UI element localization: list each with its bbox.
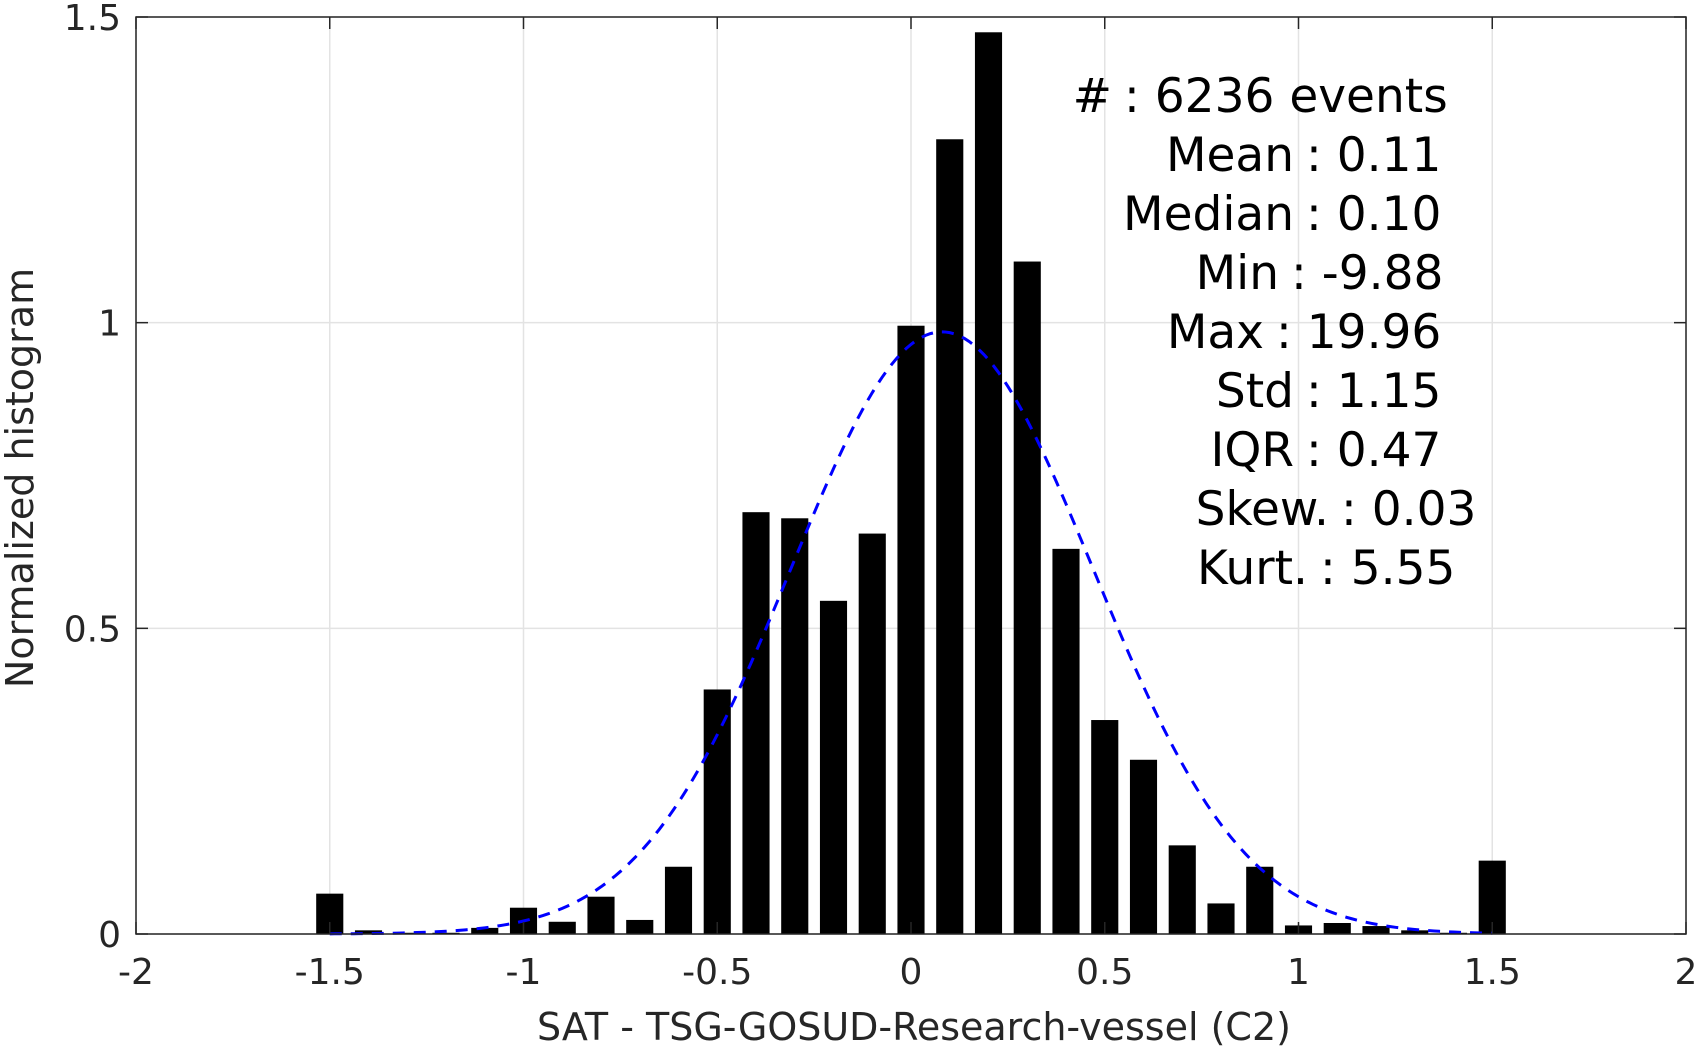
stat-label: Kurt.: [1197, 541, 1308, 596]
x-tick-label: -1: [506, 952, 542, 993]
x-tick-label: 0: [900, 952, 923, 993]
stat-value: : 0.03: [1341, 482, 1476, 537]
x-tick-label: -2: [118, 952, 154, 993]
stat-label: IQR: [1210, 423, 1294, 478]
x-axis-label: SAT - TSG-GOSUD-Research-vessel (C2): [537, 1005, 1291, 1049]
y-tick-label: 1: [98, 304, 121, 345]
histogram-bar: [471, 927, 499, 934]
stat-value: : 1.15: [1306, 364, 1441, 419]
histogram-bar: [354, 930, 383, 934]
stat-value: : 19.96: [1276, 305, 1441, 360]
histogram-bar: [626, 919, 654, 934]
x-tick-label: 1.5: [1464, 952, 1521, 993]
histogram-bar: [1401, 930, 1429, 934]
stat-label: Std: [1216, 364, 1294, 419]
stat-value: : 0.47: [1306, 423, 1441, 478]
x-tick-label: 0.5: [1076, 952, 1133, 993]
histogram-bar: [819, 600, 848, 934]
stat-value: : 5.55: [1320, 541, 1455, 596]
histogram-bar: [781, 518, 809, 934]
stat-label: Max: [1167, 305, 1264, 360]
histogram-bar: [1168, 845, 1196, 934]
histogram-bar: [858, 533, 886, 934]
histogram-bar: [1013, 261, 1041, 934]
y-tick-label: 1.5: [64, 0, 121, 39]
x-tick-labels: -2 -1.5 -1 -0.5 0 0.5 1 1.5 2: [118, 952, 1697, 993]
bars-layer: [316, 32, 1506, 935]
stat-label: Min: [1196, 246, 1279, 301]
axes-frame: [135, 16, 1687, 935]
histogram-bar: [974, 32, 1003, 935]
histogram-bar: [1323, 922, 1351, 934]
histogram-bar: [664, 866, 693, 934]
histogram-bar: [703, 689, 731, 934]
stat-value: : 6236 events: [1124, 69, 1448, 124]
stat-value: : -9.88: [1291, 246, 1443, 301]
x-tick-label: -0.5: [682, 952, 752, 993]
histogram-bar: [1207, 903, 1235, 934]
histogram-bar: [548, 921, 576, 934]
stat-label: Median: [1123, 187, 1294, 242]
histogram-bar: [1129, 759, 1158, 934]
histogram-bar: [1246, 866, 1274, 934]
histogram-bar: [1052, 548, 1080, 934]
histogram-bar: [1478, 860, 1506, 934]
histogram-bar: [587, 896, 615, 934]
histogram-bar: [1362, 926, 1390, 934]
stat-value: : 0.10: [1306, 187, 1441, 242]
stat-label: Skew.: [1196, 482, 1329, 537]
x-tick-label: 1: [1287, 952, 1310, 993]
histogram-bar: [1091, 720, 1119, 934]
y-tick-label: 0.5: [64, 609, 121, 650]
gaussian-fit-curve: [329, 330, 1493, 936]
stat-value: : 0.11: [1306, 128, 1441, 183]
x-tick-label: -1.5: [295, 952, 365, 993]
histogram-bar: [742, 512, 770, 934]
histogram-bar: [897, 325, 925, 934]
y-tick-labels: 0 0.5 1 1.5: [64, 0, 121, 956]
x-tick-label: 2: [1675, 952, 1698, 993]
histogram-bar: [936, 139, 964, 934]
y-tick-label: 0: [98, 915, 121, 956]
stat-label: #: [1073, 69, 1112, 124]
stat-label: Mean: [1166, 128, 1294, 183]
y-axis-label: Normalized histogram: [0, 268, 42, 688]
